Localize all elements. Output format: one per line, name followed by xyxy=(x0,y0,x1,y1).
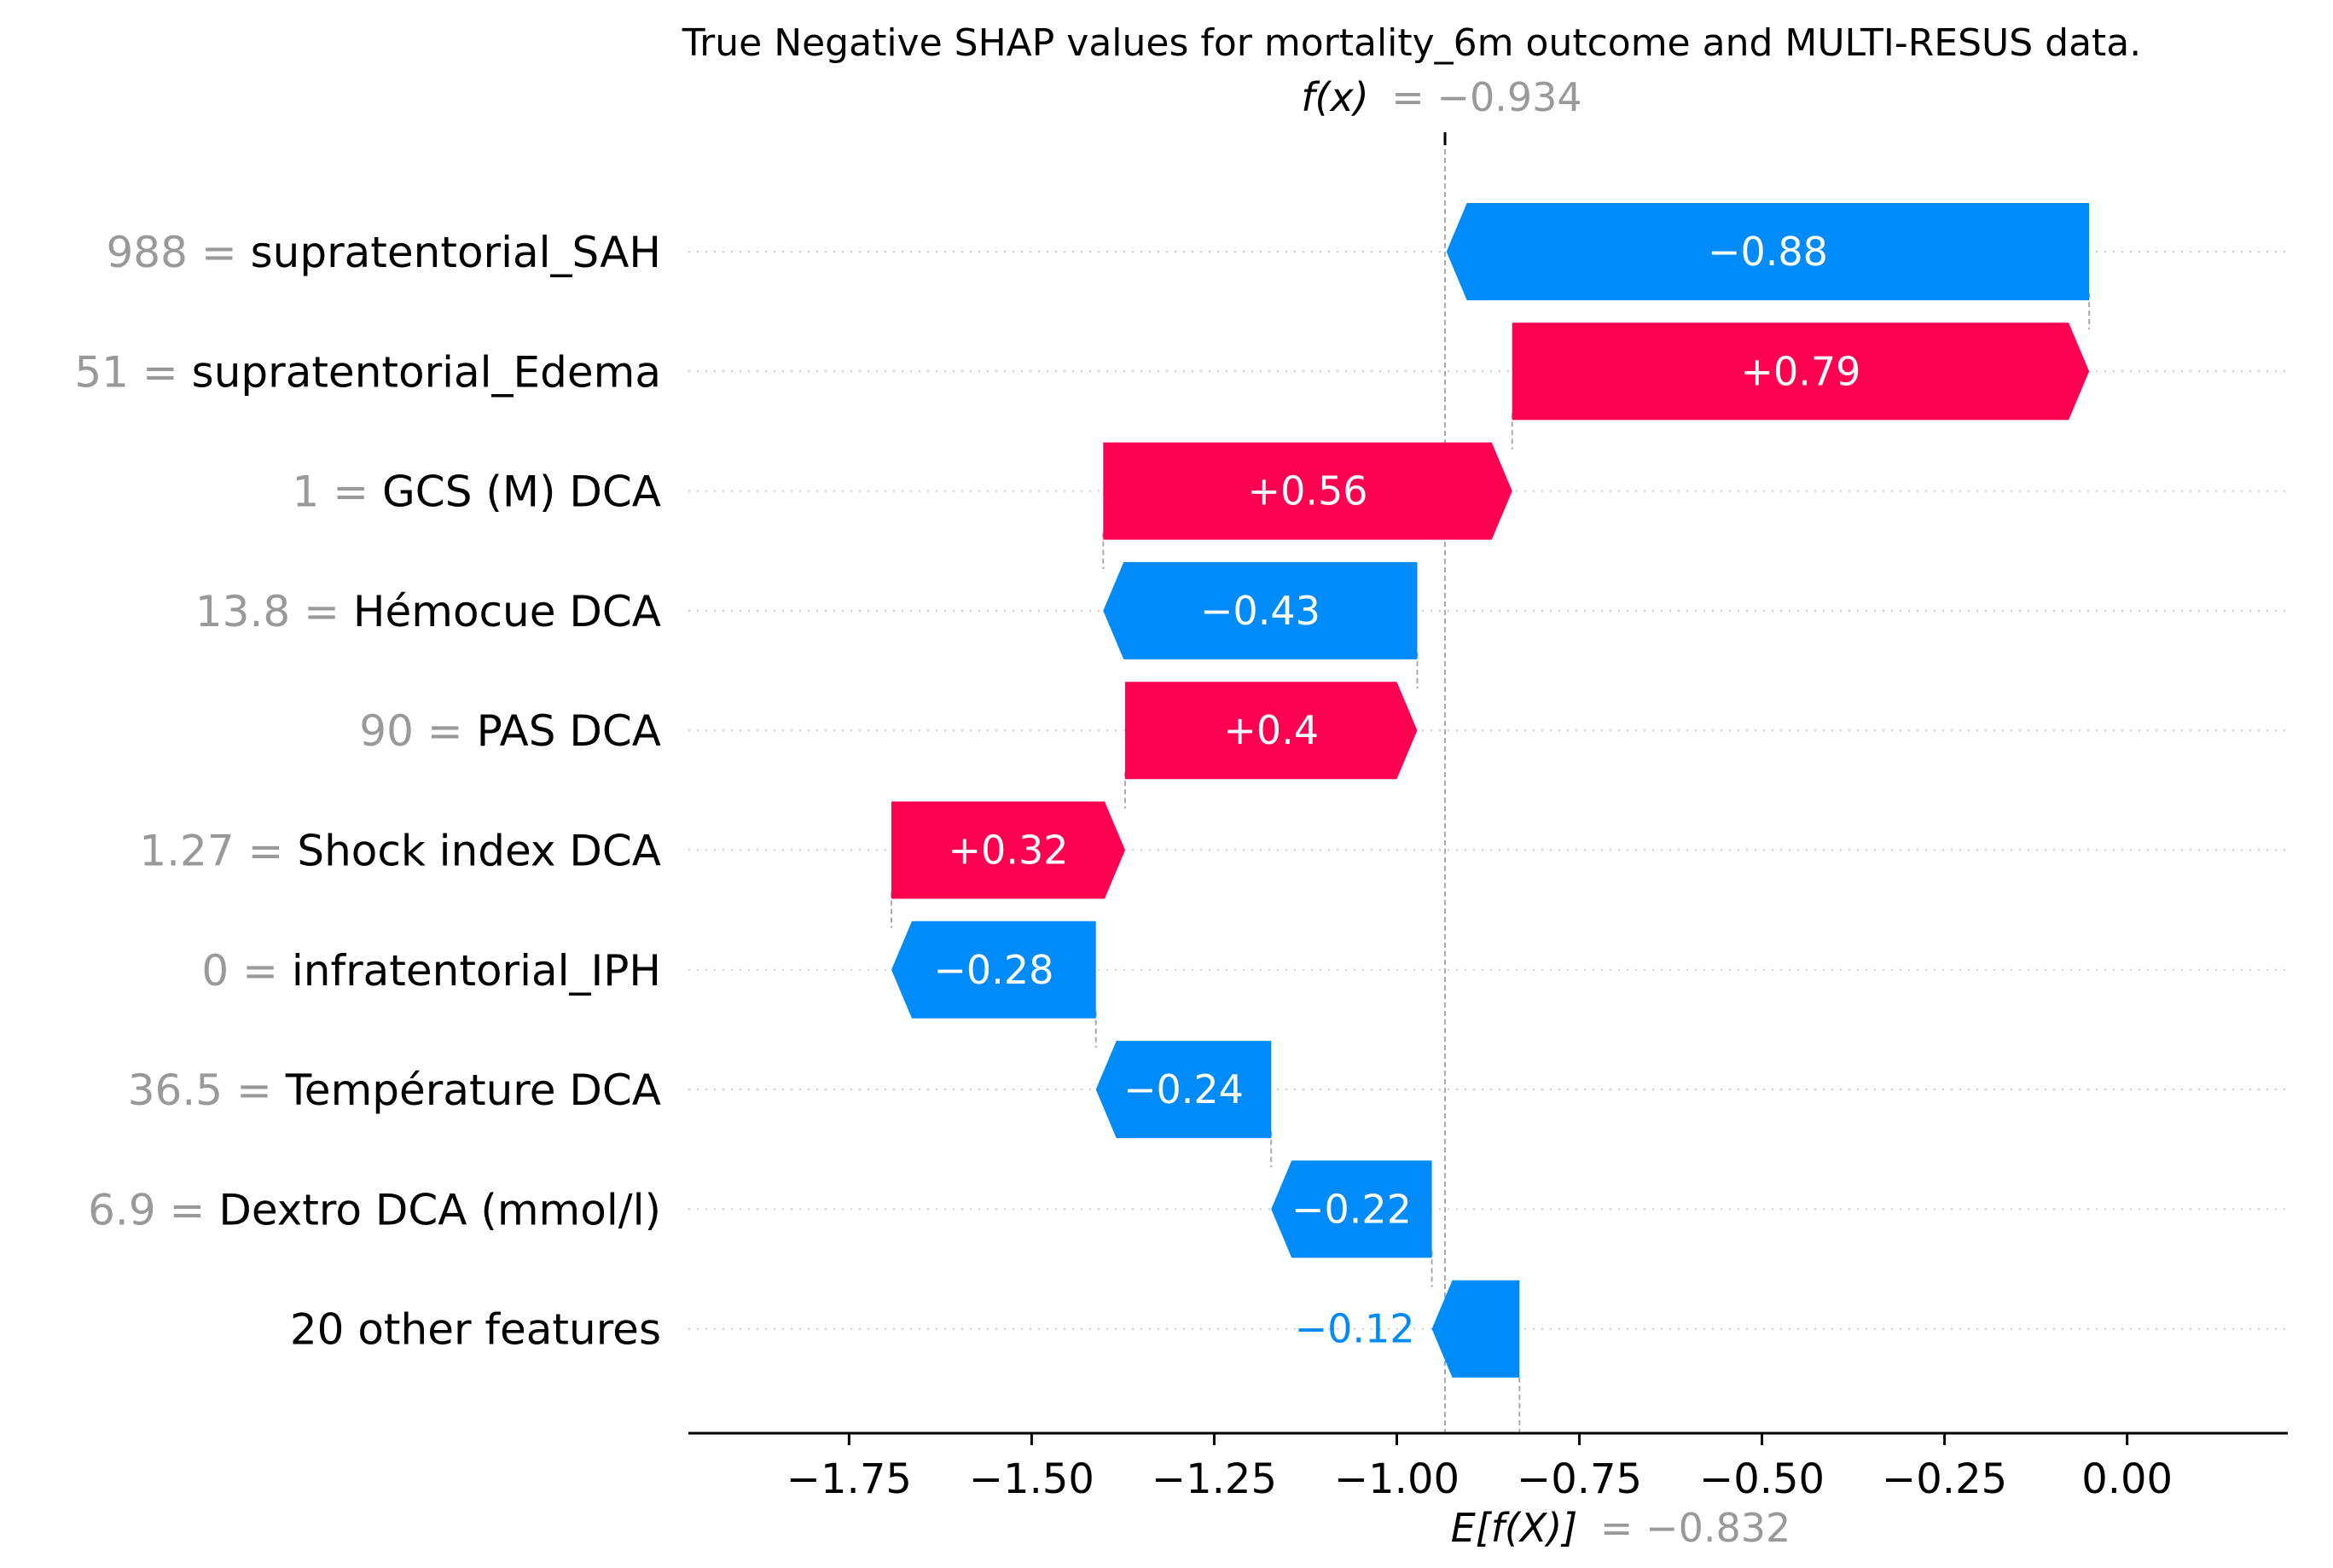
shap-bar xyxy=(1103,561,1418,659)
fx-label: f(x) xyxy=(1301,74,1368,120)
x-tick-label: −1.75 xyxy=(786,1455,912,1503)
feature-label: 988 = supratentorial_SAH xyxy=(107,228,662,277)
x-axis: −1.75 −1.50 −1.25 −1.00 −0.75 −0.50 −0.25 0.00 xyxy=(688,1432,2288,1503)
feature-value: 90 = xyxy=(359,706,476,756)
feature-label: 1.27 = Shock index DCA xyxy=(139,827,661,876)
feature-label: 0 = infratentorial_IPH xyxy=(201,946,661,996)
x-tick-label: −0.25 xyxy=(1882,1455,2007,1503)
feature-name: Température DCA xyxy=(285,1066,661,1115)
bar-value-label: +0.4 xyxy=(1223,707,1319,753)
x-tick-label: −0.75 xyxy=(1517,1455,1642,1503)
fx-annotation-text: f(x) = −0.934 xyxy=(1301,74,1581,120)
feature-value: 13.8 = xyxy=(195,587,353,636)
x-tick-label: 0.00 xyxy=(2081,1455,2173,1503)
bar-value-label: −0.12 xyxy=(1295,1306,1415,1352)
shap-bar xyxy=(1271,1160,1432,1258)
chart-title: True Negative SHAP values for mortality_… xyxy=(682,21,2142,65)
guide-lines xyxy=(891,132,2091,1433)
feature-labels: 988 = supratentorial_SAH 51 = supratentor… xyxy=(74,228,661,1355)
bar-value-label: −0.43 xyxy=(1200,588,1320,634)
feature-value: 0 = xyxy=(201,946,292,996)
feature-value: 36.5 = xyxy=(128,1066,286,1115)
feature-name: Hémocue DCA xyxy=(353,587,661,636)
bars: −0.88 +0.79 +0.56 −0.43 +0.4 +0.32 −0.28 −0.24 −… xyxy=(891,203,2090,1378)
x-tick-label: −0.50 xyxy=(1699,1455,1825,1503)
feature-value: 988 = xyxy=(107,228,251,277)
bar-value-label: −0.88 xyxy=(1708,229,1828,275)
ex-value: = −0.832 xyxy=(1600,1505,1790,1551)
feature-label: 90 = PAS DCA xyxy=(359,706,661,756)
fx-value: = −0.934 xyxy=(1391,74,1581,120)
feature-name: Shock index DCA xyxy=(297,827,661,876)
shap-bar xyxy=(1095,1041,1272,1139)
feature-name: infratentorial_IPH xyxy=(292,946,661,996)
ex-label: E[f(X)] xyxy=(1451,1505,1578,1551)
x-tick-label: −1.50 xyxy=(969,1455,1094,1503)
feature-label: 36.5 = Température DCA xyxy=(128,1066,661,1115)
feature-name: 20 other features xyxy=(290,1305,661,1355)
shap-bar xyxy=(1103,442,1512,540)
ex-annotation-text: E[f(X)] = −0.832 xyxy=(1451,1505,1791,1551)
bar-value-label: +0.56 xyxy=(1248,468,1368,514)
feature-label: 20 other features xyxy=(290,1305,661,1355)
feature-value: 1.27 = xyxy=(139,827,297,876)
x-tick-label: −1.00 xyxy=(1334,1455,1460,1503)
feature-value: 1 = xyxy=(293,467,383,517)
fx-annotation: f(x) = −0.934 xyxy=(1301,74,1581,120)
feature-name: Dextro DCA (mmol/l) xyxy=(218,1185,661,1234)
feature-label: 51 = supratentorial_Edema xyxy=(74,347,661,397)
shap-bar xyxy=(891,801,1125,899)
ex-annotation: E[f(X)] = −0.832 xyxy=(1451,1505,1791,1551)
x-tick-label: −1.25 xyxy=(1152,1455,1277,1503)
feature-name: GCS (M) DCA xyxy=(382,467,661,517)
shap-bar xyxy=(1124,682,1418,780)
feature-label: 6.9 = Dextro DCA (mmol/l) xyxy=(88,1185,661,1234)
shap-bar xyxy=(1512,322,2090,421)
feature-value: 6.9 = xyxy=(88,1185,218,1234)
feature-label: 1 = GCS (M) DCA xyxy=(293,467,661,517)
feature-name: supratentorial_SAH xyxy=(251,228,661,277)
feature-value: 51 = xyxy=(74,347,191,397)
bar-value-label: +0.32 xyxy=(949,828,1069,874)
bar-value-label: −0.24 xyxy=(1123,1066,1244,1112)
bar-value-label: −0.22 xyxy=(1291,1186,1412,1232)
feature-name: supratentorial_Edema xyxy=(192,347,661,397)
shap-bar xyxy=(1446,203,2090,300)
feature-name: PAS DCA xyxy=(477,706,661,756)
bar-value-label: +0.79 xyxy=(1740,348,1860,394)
feature-label: 13.8 = Hémocue DCA xyxy=(195,587,661,636)
shap-bar xyxy=(891,920,1096,1019)
shap-bar xyxy=(1431,1280,1520,1378)
bar-value-label: −0.28 xyxy=(933,947,1053,993)
